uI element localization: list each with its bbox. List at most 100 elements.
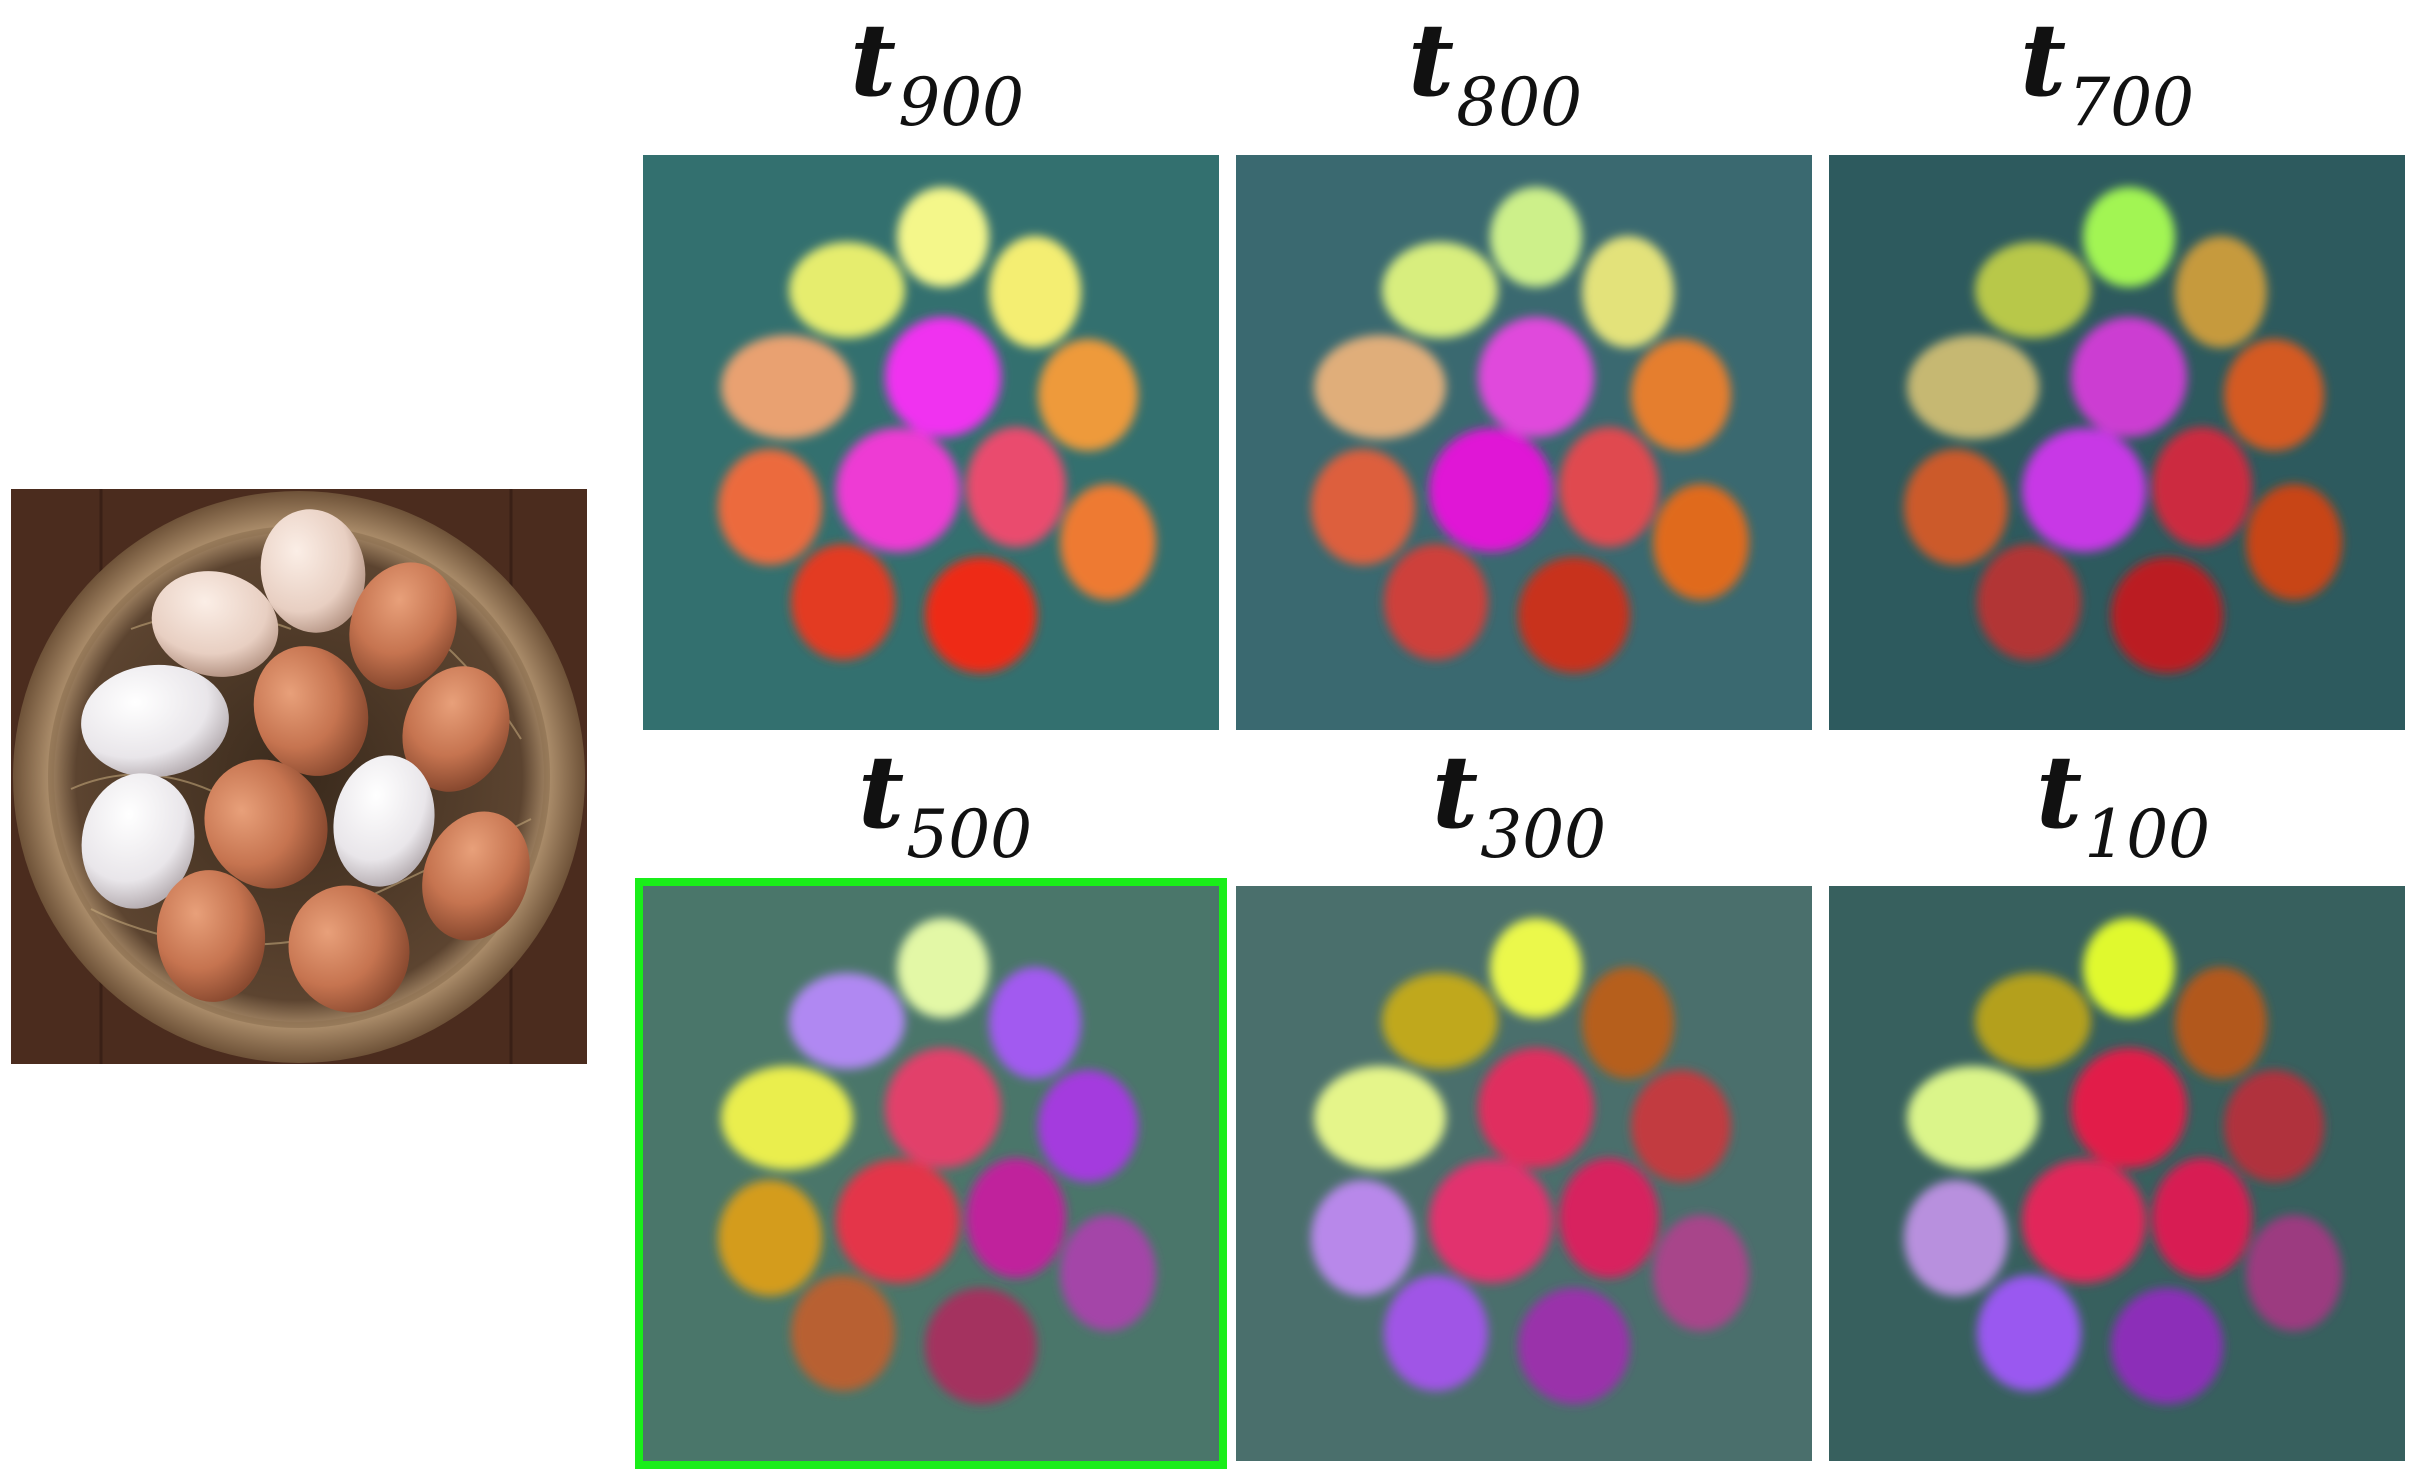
egg-attention-blob — [1060, 484, 1156, 600]
panel-label: t700 — [2020, 10, 2194, 136]
egg-attention-blob — [1490, 918, 1582, 1018]
egg-attention-blob — [1429, 428, 1553, 552]
egg-attention-blob — [2111, 557, 2223, 673]
egg-attention-blob — [2152, 427, 2252, 547]
label-subscript: 500 — [906, 796, 1033, 873]
egg-attention-blob — [1653, 1215, 1749, 1331]
panel-label: t800 — [1408, 10, 1582, 136]
label-symbol: t — [2020, 1, 2067, 119]
label-subscript: 300 — [1480, 796, 1607, 873]
egg-attention-blob — [2022, 1159, 2146, 1283]
egg-attention-blob — [1490, 187, 1582, 287]
egg-attention-blob — [1311, 449, 1415, 565]
egg-attention-blob — [989, 967, 1081, 1079]
egg-attention-blob — [836, 428, 960, 552]
egg-attention-blob — [789, 242, 905, 338]
egg-attention-blob — [1582, 967, 1674, 1079]
label-symbol: t — [2036, 733, 2083, 851]
egg-attention-blob — [1384, 544, 1488, 660]
egg-attention-blob — [1038, 1070, 1138, 1182]
egg-attention-blob — [2022, 428, 2146, 552]
label-symbol: t — [1408, 1, 1455, 119]
label-subscript: 900 — [898, 64, 1025, 141]
egg-attention-blob — [718, 449, 822, 565]
egg-attention-blob — [1478, 317, 1594, 437]
egg-attention-blob — [1904, 449, 2008, 565]
egg-attention-blob — [2111, 1288, 2223, 1404]
egg-attention-blob — [1631, 1070, 1731, 1182]
egg-attention-blob — [791, 544, 895, 660]
egg-attention-blob — [718, 1180, 822, 1296]
egg-attention-blob — [1314, 1066, 1446, 1170]
egg-attention-blob — [2224, 1070, 2324, 1182]
egg-attention-blob — [1518, 1288, 1630, 1404]
egg-attention-blob — [1382, 973, 1498, 1069]
attention-map-svg — [1236, 886, 1812, 1461]
egg-attention-blob — [1311, 1180, 1415, 1296]
attention-map-panel — [1236, 886, 1812, 1461]
egg-attention-blob — [1478, 1048, 1594, 1168]
label-symbol: t — [1432, 733, 1479, 851]
egg-attention-blob — [2246, 1215, 2342, 1331]
attention-map-panel — [1829, 886, 2405, 1461]
attention-map-panel — [635, 878, 1227, 1469]
egg-attention-blob — [1907, 1066, 2039, 1170]
egg-attention-blob — [1314, 335, 1446, 439]
label-subscript: 800 — [1456, 64, 1583, 141]
egg-attention-blob — [1038, 339, 1138, 451]
egg-attention-blob — [721, 1066, 853, 1170]
egg-attention-blob — [1653, 484, 1749, 600]
egg-attention-blob — [925, 1288, 1037, 1404]
egg-attention-blob — [1559, 1158, 1659, 1278]
panel-label: t100 — [2036, 742, 2210, 868]
egg-attention-blob — [2246, 484, 2342, 600]
egg-attention-blob — [1904, 1180, 2008, 1296]
egg-attention-blob — [1382, 242, 1498, 338]
egg-attention-blob — [1977, 544, 2081, 660]
source-photo-eggs — [11, 489, 587, 1064]
attention-map-panel — [1829, 155, 2405, 730]
attention-map-svg — [643, 155, 1219, 730]
egg-attention-blob — [2224, 339, 2324, 451]
egg-attention-blob — [1977, 1275, 2081, 1391]
label-subscript: 700 — [2068, 64, 2195, 141]
attention-map-panel — [643, 155, 1219, 730]
egg-attention-blob — [1518, 557, 1630, 673]
egg-attention-blob — [2083, 918, 2175, 1018]
attention-map-svg — [1829, 886, 2405, 1461]
attention-map-panel — [1236, 155, 1812, 730]
egg-attention-blob — [721, 335, 853, 439]
egg-attention-blob — [2071, 1048, 2187, 1168]
egg-attention-blob — [885, 317, 1001, 437]
egg-attention-blob — [1384, 1275, 1488, 1391]
egg-attention-blob — [1907, 335, 2039, 439]
egg-attention-blob — [1559, 427, 1659, 547]
egg-attention-blob — [2175, 236, 2267, 348]
panel-label: t500 — [858, 742, 1032, 868]
egg-attention-blob — [789, 973, 905, 1069]
egg-attention-blob — [897, 918, 989, 1018]
egg-attention-blob — [836, 1159, 960, 1283]
attention-map-svg — [1236, 155, 1812, 730]
eggs-in-basket-photo — [11, 489, 587, 1064]
egg-attention-blob — [1631, 339, 1731, 451]
egg-attention-blob — [1975, 973, 2091, 1069]
egg-attention-blob — [2175, 967, 2267, 1079]
label-symbol: t — [858, 733, 905, 851]
label-symbol: t — [850, 1, 897, 119]
egg-attention-blob — [2152, 1158, 2252, 1278]
egg-attention-blob — [791, 1275, 895, 1391]
egg-attention-blob — [897, 187, 989, 287]
attention-map-svg — [643, 886, 1219, 1461]
egg-attention-blob — [966, 427, 1066, 547]
egg-attention-blob — [925, 557, 1037, 673]
egg-attention-blob — [989, 236, 1081, 348]
egg-attention-blob — [1429, 1159, 1553, 1283]
attention-map-svg — [1829, 155, 2405, 730]
egg-attention-blob — [1060, 1215, 1156, 1331]
label-subscript: 100 — [2084, 796, 2211, 873]
egg-attention-blob — [885, 1048, 1001, 1168]
egg-attention-blob — [1582, 236, 1674, 348]
panel-label: t300 — [1432, 742, 1606, 868]
egg-attention-blob — [2083, 187, 2175, 287]
